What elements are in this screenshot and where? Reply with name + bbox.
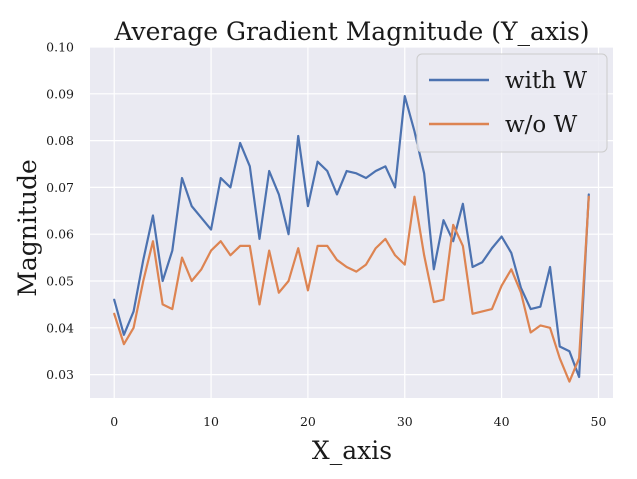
y-tick-labels: 0.03 0.04 0.05 0.06 0.07 0.08 0.09 0.10 (46, 40, 74, 383)
y-tick-label: 0.07 (46, 180, 74, 195)
x-tick-label: 20 (300, 414, 316, 429)
y-tick-label: 0.08 (46, 133, 74, 148)
x-tick-label: 40 (494, 414, 510, 429)
x-tick-labels: 0 10 20 30 40 50 (110, 414, 606, 429)
series-line-without-w (113, 195, 590, 383)
x-tick-label: 0 (110, 414, 118, 429)
legend-box (416, 53, 608, 153)
legend-label: with W (505, 68, 587, 94)
legend: with W w/o W (416, 53, 608, 153)
y-tick-label: 0.10 (46, 40, 74, 55)
x-tick-label: 50 (591, 414, 607, 429)
series-layer (113, 95, 590, 383)
x-tick-label: 30 (397, 414, 413, 429)
series-line-with-w (113, 95, 590, 379)
y-tick-label: 0.03 (46, 367, 74, 382)
legend-label: w/o W (505, 112, 578, 138)
x-axis-label: X_axis (312, 436, 392, 465)
y-tick-label: 0.06 (46, 227, 74, 242)
y-tick-label: 0.09 (46, 86, 74, 101)
y-axis-label: Magnitude (13, 159, 42, 297)
chart-title: Average Gradient Magnitude (Y_axis) (113, 17, 589, 46)
y-tick-label: 0.04 (46, 320, 74, 335)
y-tick-label: 0.05 (46, 274, 74, 289)
x-tick-label: 10 (203, 414, 219, 429)
